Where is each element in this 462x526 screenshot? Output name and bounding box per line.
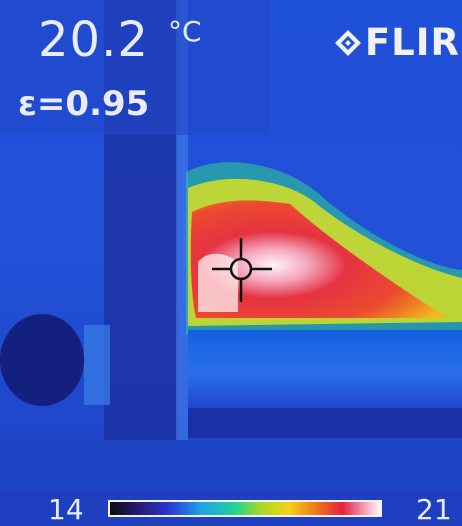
temperature-readout: 20.2 <box>38 12 149 68</box>
flir-diamond-icon <box>334 29 361 56</box>
dark-round-object <box>0 314 84 406</box>
light-strip <box>84 325 110 405</box>
brand-name: FLIR <box>364 21 460 64</box>
temperature-unit: °C <box>168 15 202 48</box>
color-scale-bar <box>108 500 382 517</box>
scale-min-label: 14 <box>48 493 84 526</box>
scale-max-label: 21 <box>416 493 452 526</box>
cool-band <box>188 330 462 414</box>
hot-spot <box>190 200 449 318</box>
readout-shade <box>0 0 270 135</box>
emissivity-readout: ε=0.95 <box>18 84 150 124</box>
brand-logo: FLIR <box>334 24 460 61</box>
shadow-band <box>188 408 462 438</box>
crosshair-icon <box>212 238 272 302</box>
